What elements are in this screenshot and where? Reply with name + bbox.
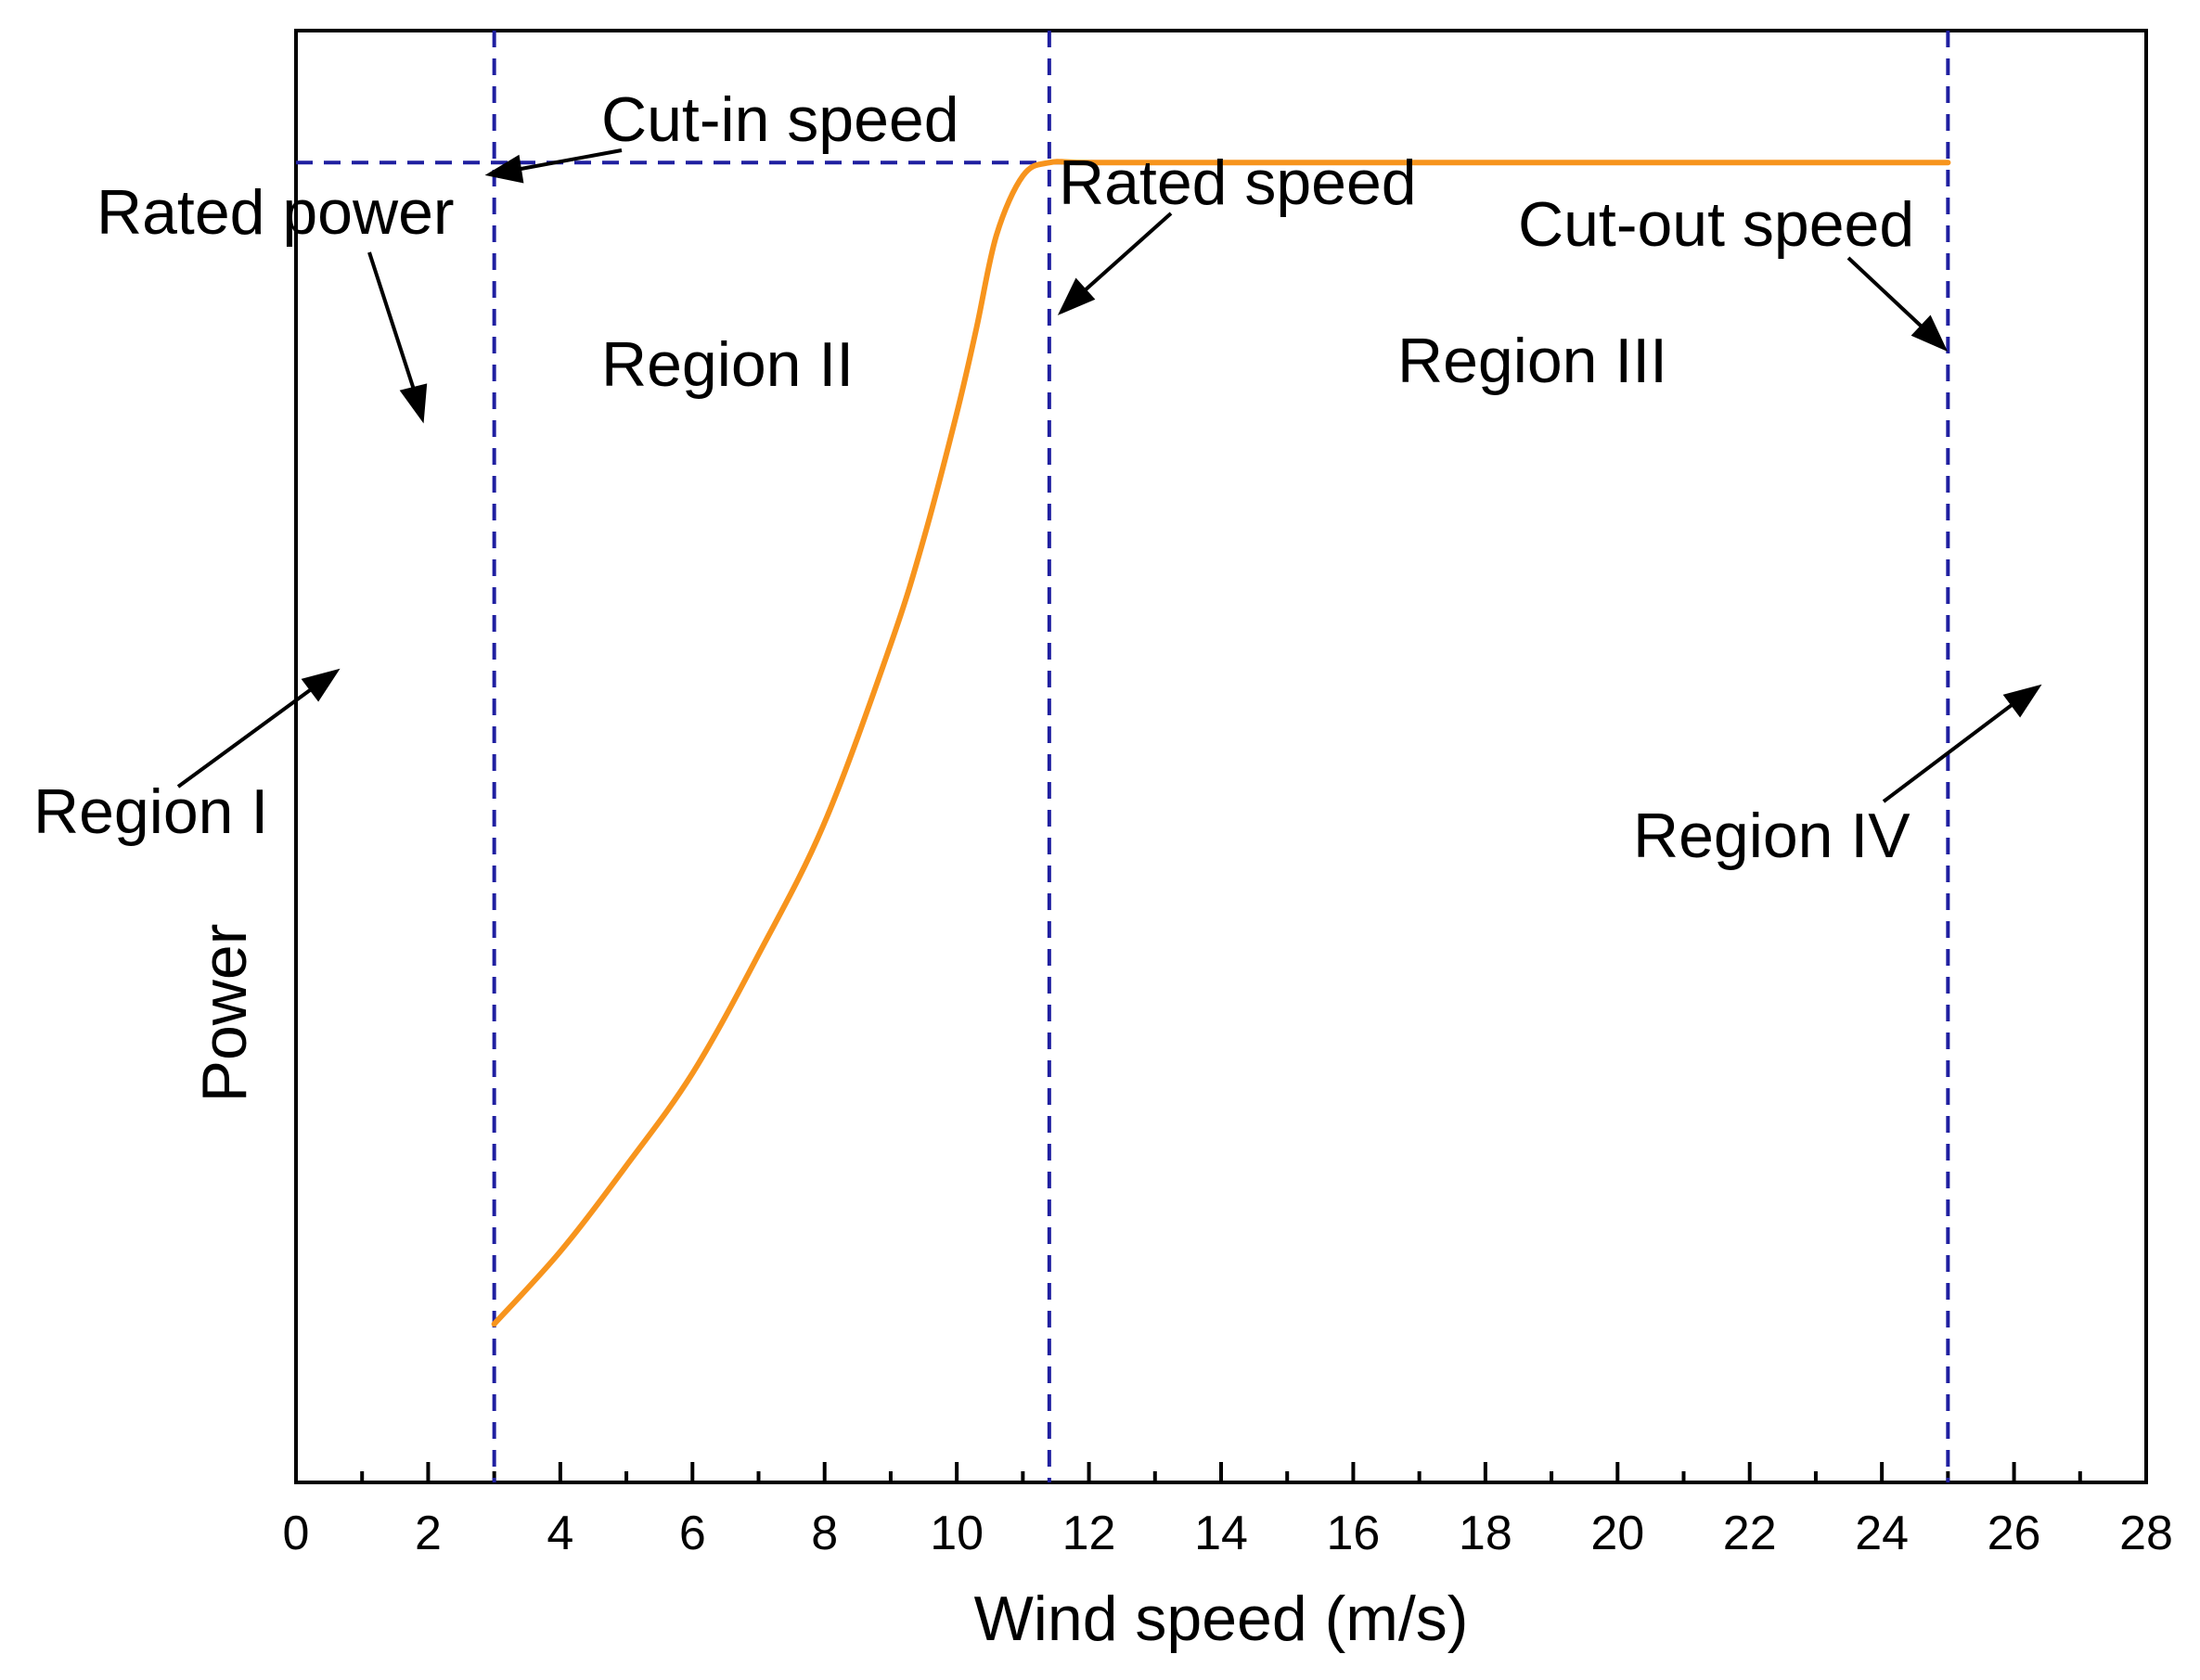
arrow-rated-speed-head (1057, 277, 1096, 315)
x-tick-label: 12 (1062, 1507, 1116, 1560)
x-axis-ticks (294, 1462, 2148, 1482)
arrow-cut-in-speed-head (484, 154, 524, 184)
annotation-region-i: Region I (33, 776, 268, 847)
x-tick-label: 28 (2119, 1507, 2173, 1560)
x-tick-label: 2 (415, 1507, 442, 1560)
annotation-rated-speed: Rated speed (1059, 147, 1417, 218)
annotation-region-iii: Region III (1397, 326, 1667, 396)
x-tick-label: 14 (1194, 1507, 1248, 1560)
x-tick-label: 6 (679, 1507, 706, 1560)
x-tick-label: 22 (1723, 1507, 1777, 1560)
arrow-cut-in-speed (515, 148, 623, 172)
series-group (491, 159, 1951, 1327)
x-tick-label: 26 (1988, 1507, 2041, 1560)
x-tick-label: 8 (811, 1507, 838, 1560)
arrow-rated-power (367, 251, 416, 391)
x-tick-label: 24 (1855, 1507, 1909, 1560)
x-tick-label: 20 (1590, 1507, 1644, 1560)
arrow-region-i-head (301, 668, 341, 702)
annotation-cut-in-speed: Cut-in speed (601, 84, 959, 155)
arrow-region-iv-head (2002, 684, 2042, 718)
x-tick-label: 16 (1327, 1507, 1381, 1560)
x-axis-title: Wind speed (m/s) (974, 1584, 1469, 1654)
x-tick-label: 4 (547, 1507, 573, 1560)
arrow-region-iv (1882, 703, 2013, 803)
series-line-power-curve (491, 159, 1951, 1327)
arrow-cut-out-speed (1846, 256, 1924, 329)
annotation-cut-out-speed: Cut-out speed (1518, 189, 1914, 260)
x-tick-label: 18 (1459, 1507, 1512, 1560)
x-tick-label: 0 (283, 1507, 310, 1560)
annotation-region-ii: Region II (601, 329, 854, 400)
annotation-arrows (176, 148, 2042, 803)
annotation-rated-power: Rated power (96, 177, 455, 248)
arrow-cut-out-speed-head (1911, 314, 1949, 352)
arrow-region-i (176, 688, 312, 789)
arrow-rated-power-head (399, 383, 428, 424)
x-axis-tick-labels: 0 2 4 6 8 10 12 14 16 18 20 22 24 26 28 (283, 1507, 2173, 1560)
arrow-rated-speed (1082, 212, 1173, 293)
annotation-region-iv: Region IV (1633, 801, 1911, 871)
x-tick-label: 10 (930, 1507, 984, 1560)
y-axis-title: Power (189, 924, 260, 1103)
